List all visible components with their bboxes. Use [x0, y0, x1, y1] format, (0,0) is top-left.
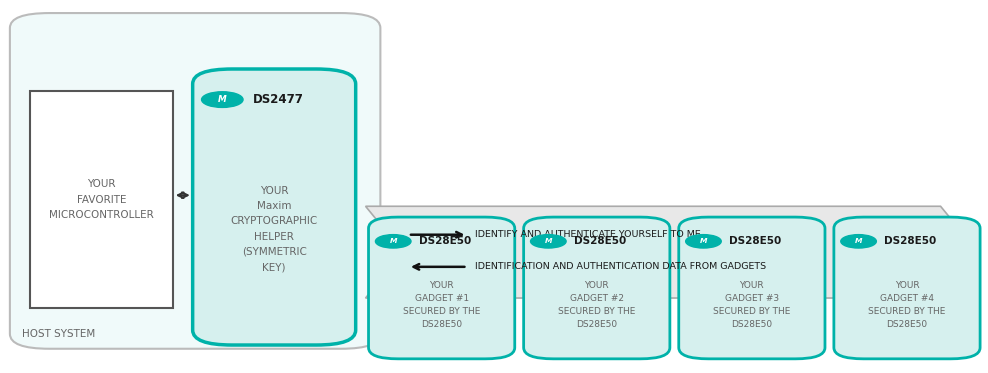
Text: YOUR
GADGET #2
SECURED BY THE
DS28E50: YOUR GADGET #2 SECURED BY THE DS28E50 [558, 281, 635, 329]
Circle shape [531, 235, 566, 248]
Text: IDENTIFICATION AND AUTHENTICATION DATA FROM GADGETS: IDENTIFICATION AND AUTHENTICATION DATA F… [475, 262, 767, 271]
Text: YOUR
FAVORITE
MICROCONTROLLER: YOUR FAVORITE MICROCONTROLLER [48, 179, 154, 220]
Text: M: M [544, 238, 552, 244]
FancyBboxPatch shape [524, 217, 670, 359]
Text: M: M [855, 238, 863, 244]
Polygon shape [366, 206, 978, 298]
FancyBboxPatch shape [10, 13, 380, 349]
Text: YOUR
GADGET #4
SECURED BY THE
DS28E50: YOUR GADGET #4 SECURED BY THE DS28E50 [868, 281, 946, 329]
FancyBboxPatch shape [193, 69, 356, 345]
Text: YOUR
GADGET #3
SECURED BY THE
DS28E50: YOUR GADGET #3 SECURED BY THE DS28E50 [713, 281, 790, 329]
Text: M: M [389, 238, 397, 244]
Text: M: M [700, 238, 707, 244]
Text: DS2477: DS2477 [253, 93, 303, 106]
Circle shape [202, 92, 243, 107]
Circle shape [841, 235, 876, 248]
Text: M: M [218, 95, 226, 104]
Text: YOUR
Maxim
CRYPTOGRAPHIC
HELPER
(SYMMETRIC
KEY): YOUR Maxim CRYPTOGRAPHIC HELPER (SYMMETR… [230, 186, 318, 272]
FancyBboxPatch shape [30, 91, 173, 308]
Text: DS28E50: DS28E50 [574, 236, 626, 246]
Text: YOUR
GADGET #1
SECURED BY THE
DS28E50: YOUR GADGET #1 SECURED BY THE DS28E50 [403, 281, 480, 329]
Circle shape [375, 235, 411, 248]
FancyBboxPatch shape [369, 217, 515, 359]
Text: IDENTIFY AND AUTHENTICATE YOURSELF TO ME: IDENTIFY AND AUTHENTICATE YOURSELF TO ME [475, 230, 700, 239]
Text: DS28E50: DS28E50 [419, 236, 471, 246]
Text: DS28E50: DS28E50 [884, 236, 937, 246]
Text: DS28E50: DS28E50 [729, 236, 782, 246]
Text: HOST SYSTEM: HOST SYSTEM [22, 329, 95, 339]
Circle shape [686, 235, 721, 248]
FancyBboxPatch shape [679, 217, 825, 359]
FancyBboxPatch shape [834, 217, 980, 359]
